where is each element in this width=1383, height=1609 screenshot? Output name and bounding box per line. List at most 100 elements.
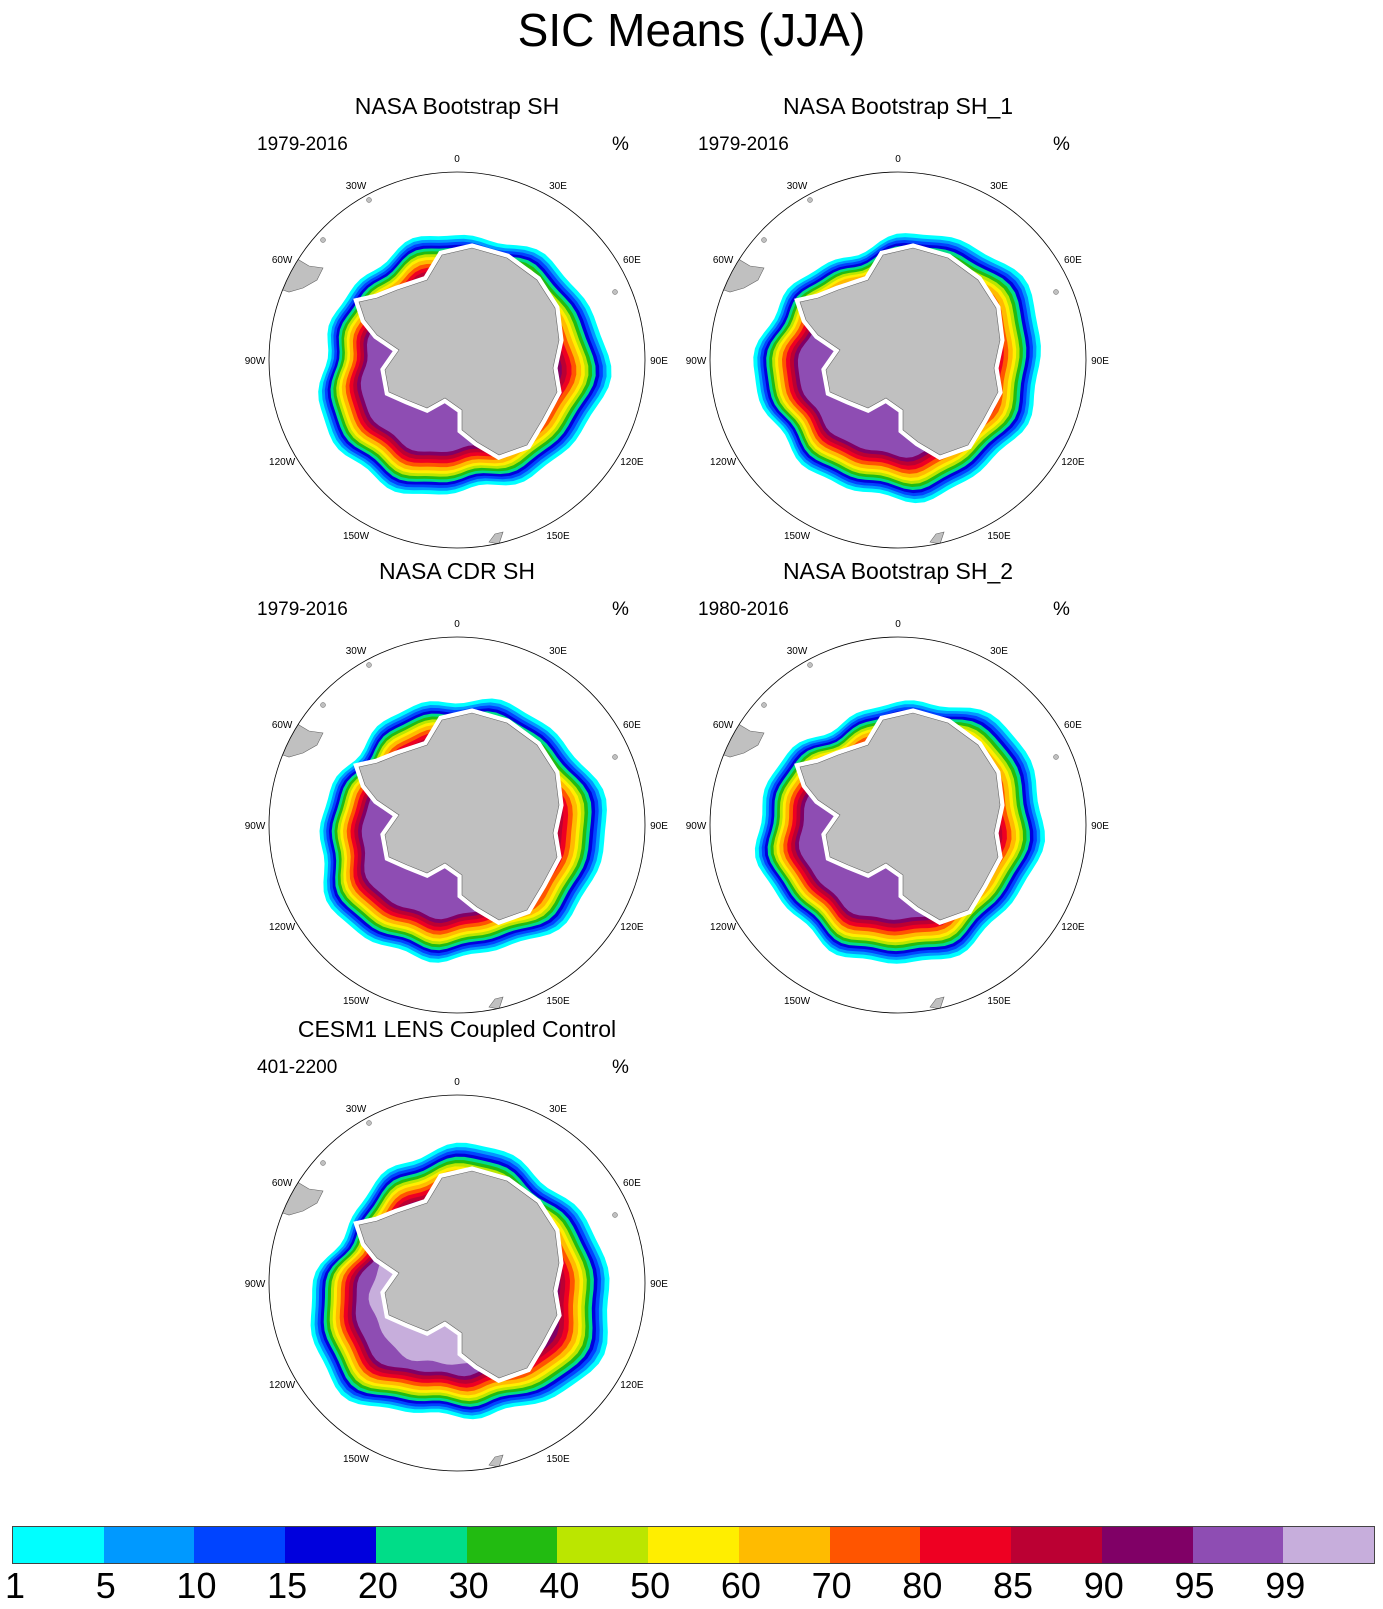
island xyxy=(320,702,326,708)
panel-title: NASA Bootstrap SH_2 xyxy=(782,558,1014,584)
longitude-label: 90E xyxy=(650,356,668,367)
longitude-label: 90W xyxy=(686,821,707,832)
longitude-label: 30W xyxy=(346,646,367,657)
new-zealand-landmass xyxy=(929,531,945,545)
panel-units: % xyxy=(1053,599,1070,620)
colorbar-box xyxy=(194,1527,286,1563)
island xyxy=(320,1160,326,1166)
colorbar-box xyxy=(920,1527,1012,1563)
longitude-label: 120E xyxy=(620,1380,644,1391)
polar-map: 030E60E90E120E150E180150W120W90W60W30W xyxy=(245,154,668,549)
colorbar-label: 20 xyxy=(357,1565,398,1606)
polar-map: 030E60E90E120E150E180150W120W90W60W30W xyxy=(686,154,1109,549)
longitude-label: 0 xyxy=(454,619,460,630)
antarctica-landmass xyxy=(799,712,1001,921)
longitude-label: 60E xyxy=(623,255,641,266)
colorbar-label: 85 xyxy=(993,1565,1034,1606)
colorbar-box xyxy=(829,1527,921,1563)
longitude-label: 30W xyxy=(787,181,808,192)
panel-period: 401-2200 xyxy=(257,1057,338,1078)
longitude-label: 150E xyxy=(546,1454,570,1465)
longitude-label: 0 xyxy=(895,619,901,630)
map-boundary xyxy=(709,171,1087,549)
island xyxy=(761,237,767,243)
colorbar-label: 50 xyxy=(630,1565,671,1606)
colorbar-label: 15 xyxy=(267,1565,308,1606)
longitude-label: 150E xyxy=(987,531,1011,542)
longitude-label: 150E xyxy=(987,996,1011,1007)
colorbar-label: 60 xyxy=(720,1565,761,1606)
longitude-label: 90E xyxy=(650,1279,668,1290)
longitude-label: 120W xyxy=(710,457,737,468)
polar-map: 030E60E90E120E150E180150W120W90W60W30W xyxy=(686,619,1109,1014)
longitude-label: 0 xyxy=(895,154,901,165)
longitude-label: 30E xyxy=(990,646,1008,657)
colorbar-label: 80 xyxy=(902,1565,943,1606)
island xyxy=(612,754,618,760)
longitude-label: 90E xyxy=(1091,356,1109,367)
longitude-label: 150W xyxy=(784,531,811,542)
longitude-label: 90W xyxy=(245,356,266,367)
longitude-label: 60W xyxy=(272,1178,293,1189)
colorbar-box xyxy=(1101,1527,1193,1563)
map-panel: 030E60E90E120E150E180150W120W90W60W30WNA… xyxy=(237,92,677,552)
island xyxy=(807,197,813,203)
longitude-label: 150W xyxy=(343,1454,370,1465)
colorbar-label: 70 xyxy=(811,1565,852,1606)
longitude-label: 120E xyxy=(1061,922,1085,933)
page-title: SIC Means (JJA) xyxy=(517,4,866,56)
antarctica-landmass xyxy=(799,247,1001,456)
island xyxy=(366,662,372,668)
colorbar-box xyxy=(285,1527,376,1563)
longitude-label: 120W xyxy=(710,922,737,933)
colorbar-box xyxy=(1192,1527,1284,1563)
longitude-label: 150E xyxy=(546,996,570,1007)
colorbar-label: 10 xyxy=(176,1565,217,1606)
colorbar-label: 30 xyxy=(448,1565,489,1606)
island xyxy=(612,1212,618,1218)
longitude-label: 60E xyxy=(1064,255,1082,266)
map-panel: 030E60E90E120E150E180150W120W90W60W30WCE… xyxy=(237,1015,677,1475)
antarctica-landmass xyxy=(358,247,560,456)
colorbar-label: 95 xyxy=(1174,1565,1215,1606)
longitude-label: 0 xyxy=(454,1077,460,1088)
colorbar-box xyxy=(466,1527,558,1563)
longitude-label: 120E xyxy=(620,457,644,468)
longitude-label: 150E xyxy=(546,531,570,542)
map-panel: 030E60E90E120E150E180150W120W90W60W30WNA… xyxy=(678,92,1118,552)
longitude-label: 90E xyxy=(650,821,668,832)
longitude-label: 60W xyxy=(713,720,734,731)
longitude-label: 60E xyxy=(623,720,641,731)
panel-period: 1980-2016 xyxy=(698,599,789,620)
colorbar-label: 99 xyxy=(1265,1565,1306,1606)
panel-title: NASA CDR SH xyxy=(379,558,535,584)
island xyxy=(761,702,767,708)
longitude-label: 30W xyxy=(787,646,808,657)
longitude-label: 60W xyxy=(272,720,293,731)
longitude-label: 0 xyxy=(454,154,460,165)
longitude-label: 60W xyxy=(713,255,734,266)
longitude-label: 30W xyxy=(346,181,367,192)
map-panel: 030E60E90E120E150E180150W120W90W60W30WNA… xyxy=(237,557,677,1017)
island xyxy=(1053,754,1059,760)
colorbar-box xyxy=(738,1527,830,1563)
antarctica-landmass xyxy=(358,712,560,921)
panel-period: 1979-2016 xyxy=(698,134,789,155)
island xyxy=(807,662,813,668)
colorbar-label: 1 xyxy=(4,1565,26,1606)
longitude-label: 90E xyxy=(1091,821,1109,832)
longitude-label: 120W xyxy=(269,922,296,933)
colorbar-label: 90 xyxy=(1083,1565,1124,1606)
island xyxy=(366,197,372,203)
longitude-label: 90W xyxy=(245,821,266,832)
panel-period: 1979-2016 xyxy=(257,134,348,155)
longitude-label: 60W xyxy=(272,255,293,266)
new-zealand-landmass xyxy=(488,531,504,545)
longitude-label: 150W xyxy=(343,996,370,1007)
map-boundary xyxy=(268,171,646,549)
longitude-label: 90W xyxy=(686,356,707,367)
map-boundary xyxy=(268,1094,646,1472)
island xyxy=(1053,289,1059,295)
longitude-label: 30E xyxy=(990,181,1008,192)
colorbar xyxy=(12,1526,1375,1564)
